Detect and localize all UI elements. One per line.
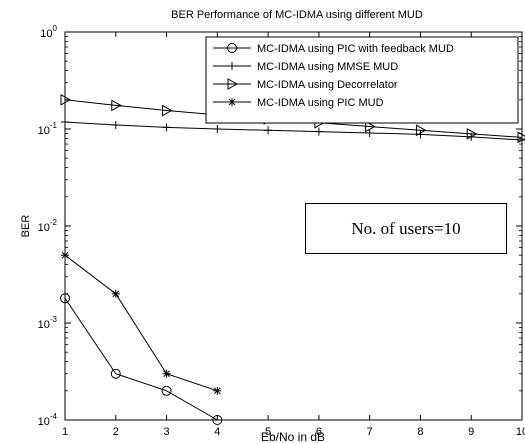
star-d2 [213,387,221,395]
marker-plus [365,128,374,137]
x-tick-label: 5 [265,426,271,438]
y-tick-label: 10-2 [38,218,58,234]
marker-plus [314,127,323,136]
series-3 [61,251,222,395]
triangle-marker [466,128,478,140]
marker-triangle-right [466,128,478,140]
triangle-marker [111,99,122,112]
marker-circle [227,43,237,53]
axis-ticks: 1234567891010010-110-210-310-4 [38,24,525,438]
series-0 [60,293,223,425]
legend-entry: MC-IDMA using Decorrelator [213,78,398,91]
triangle-marker [162,104,173,117]
star-d2 [112,290,120,298]
x-tick-label: 8 [417,426,423,438]
triangle-marker [415,124,427,137]
triangle-marker [517,131,525,144]
star-d2 [163,370,170,378]
marker-triangle-right [415,124,427,137]
marker-triangle-right [111,99,122,112]
x-tick-label: 9 [468,426,474,438]
marker-circle [212,415,223,425]
y-tick-exponent: -1 [50,121,58,130]
x-tick-label: 7 [367,426,373,438]
marker-plus [61,118,69,127]
annotation-users: No. of users=10 [351,218,461,238]
marker-plus [111,120,120,129]
star-d2 [228,98,236,106]
legend-label: MC-IDMA using MMSE MUD [257,61,398,73]
x-tick-label: 10 [516,426,525,438]
marker-plus [264,126,273,135]
legend-box [205,36,519,124]
y-tick-exponent: -3 [50,315,58,324]
x-tick-label: 2 [113,426,119,438]
legend: MC-IDMA using PIC with feedback MUD MC-ID… [205,36,519,124]
y-tick-base: 10 [38,222,50,234]
triangle-marker [227,78,239,90]
triangle-marker [365,120,376,133]
x-tick-label: 4 [214,426,220,438]
series-line [64,254,218,392]
circle-marker [227,43,237,53]
x-axis-label: Eb/No in dB [261,430,325,443]
marker-plus [162,123,171,132]
y-tick-base: 10 [40,28,52,40]
marker-triangle-right [227,78,239,90]
circle-marker [60,293,70,304]
circle-marker [212,415,223,425]
y-tick-label: 100 [40,24,57,40]
legend-entry: MC-IDMA using PIC MUD [213,97,384,109]
y-tick-exponent: 0 [53,24,58,33]
legend-label: MC-IDMA using PIC MUD [257,97,384,109]
y-tick-label: 10-3 [38,315,58,331]
triangle-marker [60,93,72,106]
marker-circle [161,385,172,396]
series-line [64,297,218,421]
marker-plus [213,125,222,133]
x-tick-label: 1 [62,426,68,438]
marker-circle [110,368,121,379]
y-tick-base: 10 [38,125,50,137]
y-tick-base: 10 [38,416,50,428]
chart-title: BER Performance of MC-IDMA using differe… [171,9,423,21]
circle-marker [110,368,121,379]
legend-entry: MC-IDMA using PIC with feedback MUD [213,43,454,55]
x-tick-label: 3 [163,426,169,438]
marker-star [61,251,69,260]
x-tick-label: 6 [316,426,322,438]
marker-star [213,386,222,395]
marker-triangle-right [517,131,525,144]
marker-triangle-right [162,104,173,117]
marker-star [228,98,236,106]
legend-label: MC-IDMA using Decorrelator [257,79,398,91]
series-line [64,121,523,141]
circle-marker [161,385,172,396]
star-d2 [61,251,69,259]
y-tick-label: 10-1 [38,121,58,137]
legend-label: MC-IDMA using PIC with feedback MUD [257,43,454,55]
y-axis-label: BER [20,215,32,238]
marker-triangle-right [60,93,72,106]
marker-triangle-right [365,120,376,133]
y-tick-exponent: -4 [50,412,58,421]
y-tick-exponent: -2 [50,218,58,227]
marker-star [162,369,171,378]
y-tick-base: 10 [38,319,50,331]
annotation-box: No. of users=10 [305,203,507,254]
marker-plus [228,62,236,70]
legend-entry: MC-IDMA using MMSE MUD [213,61,398,73]
y-tick-label: 10-4 [38,412,58,428]
marker-star [111,289,120,298]
marker-circle [60,293,70,304]
